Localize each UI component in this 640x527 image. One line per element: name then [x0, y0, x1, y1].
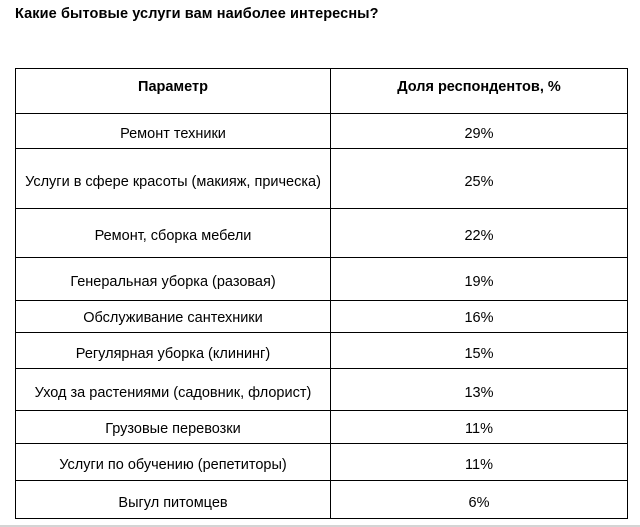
table-row: Ремонт техники 29% [15, 113, 628, 149]
param-cell: Ремонт, сборка мебели [15, 208, 331, 258]
table-row: Грузовые перевозки 11% [15, 410, 628, 444]
survey-results-table: Параметр Доля респондентов, % Ремонт тех… [15, 68, 628, 519]
param-cell: Генеральная уборка (разовая) [15, 257, 331, 301]
value-cell: 13% [330, 368, 628, 411]
table-row: Уход за растениями (садовник, флорист) 1… [15, 368, 628, 411]
value-cell: 6% [330, 480, 628, 519]
table-row: Услуги в сфере красоты (макияж, прическа… [15, 148, 628, 209]
param-cell: Регулярная уборка (клининг) [15, 332, 331, 369]
param-cell: Услуги по обучению (репетиторы) [15, 443, 331, 481]
param-cell: Услуги в сфере красоты (макияж, прическа… [15, 148, 331, 209]
table-row: Выгул питомцев 6% [15, 480, 628, 519]
value-cell: 22% [330, 208, 628, 258]
table-header-row: Параметр Доля респондентов, % [15, 68, 628, 114]
param-cell: Выгул питомцев [15, 480, 331, 519]
page-bottom-edge [0, 525, 640, 527]
page-title: Какие бытовые услуги вам наиболее интере… [15, 6, 379, 22]
param-cell: Обслуживание сантехники [15, 300, 331, 333]
value-cell: 19% [330, 257, 628, 301]
header-cell-share: Доля респондентов, % [330, 68, 628, 114]
param-cell: Уход за растениями (садовник, флорист) [15, 368, 331, 411]
table-row: Ремонт, сборка мебели 22% [15, 208, 628, 258]
value-cell: 15% [330, 332, 628, 369]
table-row: Регулярная уборка (клининг) 15% [15, 332, 628, 369]
header-cell-parameter: Параметр [15, 68, 331, 114]
table-row: Обслуживание сантехники 16% [15, 300, 628, 333]
value-cell: 29% [330, 113, 628, 149]
value-cell: 11% [330, 443, 628, 481]
param-cell: Грузовые перевозки [15, 410, 331, 444]
table-row: Генеральная уборка (разовая) 19% [15, 257, 628, 301]
value-cell: 25% [330, 148, 628, 209]
table-row: Услуги по обучению (репетиторы) 11% [15, 443, 628, 481]
value-cell: 16% [330, 300, 628, 333]
param-cell: Ремонт техники [15, 113, 331, 149]
value-cell: 11% [330, 410, 628, 444]
